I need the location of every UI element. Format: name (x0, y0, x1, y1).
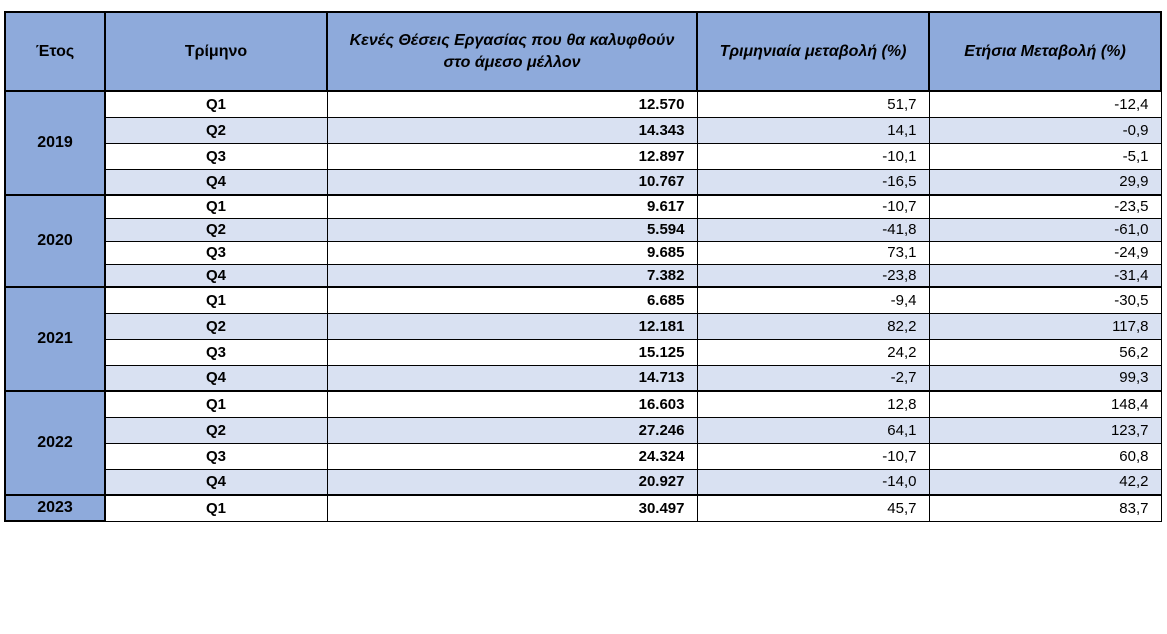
quarterly-change-cell: 51,7 (696, 90, 930, 118)
vacancies-cell: 9.617 (326, 194, 698, 219)
vacancies-cell: 12.570 (326, 90, 698, 118)
table-row: Q2 14.343 14,1 -0,9 (5, 116, 1162, 144)
year-cell: 2023 (4, 494, 106, 522)
table-row: Q4 20.927 -14,0 42,2 (5, 468, 1162, 496)
vacancies-cell: 16.603 (326, 390, 698, 418)
vacancies-cell: 14.343 (326, 116, 698, 144)
annual-change-cell: 99,3 (928, 364, 1162, 392)
table-row: 2022 Q1 16.603 12,8 148,4 (4, 390, 1162, 496)
job-vacancies-table: Έτος Τρίμηνο Κενές Θέσεις Εργασίας που θ… (4, 11, 1162, 522)
table-row: 2021 Q1 6.685 -9,4 -30,5 (4, 286, 1162, 392)
annual-change-cell: -0,9 (928, 116, 1162, 144)
table-row: 2020 Q1 9.617 -10,7 -23,5 (4, 194, 1162, 288)
annual-change-cell: 42,2 (928, 468, 1162, 496)
quarterly-change-cell: -2,7 (696, 364, 930, 392)
year-cell: 2022 (4, 390, 106, 496)
annual-change-cell: -12,4 (928, 90, 1162, 118)
annual-change-cell: 60,8 (928, 442, 1162, 470)
table-row: Q2 5.594 -41,8 -61,0 (5, 217, 1162, 242)
vacancies-cell: 24.324 (326, 442, 698, 470)
annual-change-cell: -31,4 (928, 263, 1162, 288)
vacancies-cell: 14.713 (326, 364, 698, 392)
header-annual-change: Ετήσια Μεταβολή (%) (928, 11, 1162, 92)
year-cell: 2019 (4, 90, 106, 196)
quarter-cell: Q1 (104, 390, 328, 418)
quarter-cell: Q1 (104, 494, 328, 522)
quarter-cell: Q3 (104, 442, 328, 470)
vacancies-cell: 15.125 (326, 338, 698, 366)
quarter-cell: Q3 (104, 338, 328, 366)
annual-change-cell: 56,2 (928, 338, 1162, 366)
table-row: Q3 24.324 -10,7 60,8 (5, 442, 1162, 470)
header-quarter: Τρίμηνο (104, 11, 328, 92)
annual-change-cell: 29,9 (928, 168, 1162, 196)
vacancies-cell: 9.685 (326, 240, 698, 265)
table-row: 2019 Q1 12.570 51,7 -12,4 (4, 90, 1162, 196)
quarter-cell: Q1 (104, 286, 328, 314)
annual-change-cell: -23,5 (928, 194, 1162, 219)
annual-change-cell: -30,5 (928, 286, 1162, 314)
quarterly-change-cell: -10,7 (696, 442, 930, 470)
table-row: Q4 7.382 -23,8 -31,4 (5, 263, 1162, 288)
table-row: 2023 Q1 30.497 45,7 83,7 (4, 494, 1162, 522)
table-row: Q4 10.767 -16,5 29,9 (5, 168, 1162, 196)
quarter-cell: Q3 (104, 142, 328, 170)
header-year: Έτος (4, 11, 106, 92)
vacancies-cell: 12.181 (326, 312, 698, 340)
annual-change-cell: -5,1 (928, 142, 1162, 170)
quarterly-change-cell: 64,1 (696, 416, 930, 444)
vacancies-cell: 7.382 (326, 263, 698, 288)
annual-change-cell: 117,8 (928, 312, 1162, 340)
quarterly-change-cell: -41,8 (696, 217, 930, 242)
annual-change-cell: 148,4 (928, 390, 1162, 418)
table-row: Q3 12.897 -10,1 -5,1 (5, 142, 1162, 170)
vacancies-cell: 27.246 (326, 416, 698, 444)
vacancies-cell: 12.897 (326, 142, 698, 170)
annual-change-cell: -61,0 (928, 217, 1162, 242)
quarterly-change-cell: 45,7 (696, 494, 930, 522)
quarter-cell: Q4 (104, 168, 328, 196)
table-row: Q3 15.125 24,2 56,2 (5, 338, 1162, 366)
header-quarterly-change: Τριμηνιαία μεταβολή (%) (696, 11, 930, 92)
table-row: Q2 27.246 64,1 123,7 (5, 416, 1162, 444)
quarter-cell: Q1 (104, 194, 328, 219)
table-row: Q2 12.181 82,2 117,8 (5, 312, 1162, 340)
table-row: Q4 14.713 -2,7 99,3 (5, 364, 1162, 392)
annual-change-cell: -24,9 (928, 240, 1162, 265)
quarterly-change-cell: -9,4 (696, 286, 930, 314)
quarter-cell: Q4 (104, 263, 328, 288)
vacancies-cell: 30.497 (326, 494, 698, 522)
quarterly-change-cell: -10,1 (696, 142, 930, 170)
quarter-cell: Q2 (104, 217, 328, 242)
quarterly-change-cell: 24,2 (696, 338, 930, 366)
vacancies-cell: 5.594 (326, 217, 698, 242)
quarterly-change-cell: -16,5 (696, 168, 930, 196)
quarter-cell: Q2 (104, 416, 328, 444)
quarterly-change-cell: -10,7 (696, 194, 930, 219)
quarterly-change-cell: 14,1 (696, 116, 930, 144)
quarterly-change-cell: 82,2 (696, 312, 930, 340)
vacancies-cell: 6.685 (326, 286, 698, 314)
quarter-cell: Q2 (104, 312, 328, 340)
header-vacancies: Κενές Θέσεις Εργασίας που θα καλυφθούν σ… (326, 11, 698, 92)
quarter-cell: Q4 (104, 364, 328, 392)
vacancies-cell: 10.767 (326, 168, 698, 196)
quarter-cell: Q1 (104, 90, 328, 118)
annual-change-cell: 83,7 (928, 494, 1162, 522)
quarter-cell: Q3 (104, 240, 328, 265)
vacancies-cell: 20.927 (326, 468, 698, 496)
annual-change-cell: 123,7 (928, 416, 1162, 444)
year-cell: 2020 (4, 194, 106, 288)
quarterly-change-cell: 12,8 (696, 390, 930, 418)
year-cell: 2021 (4, 286, 106, 392)
quarter-cell: Q2 (104, 116, 328, 144)
header-row: Έτος Τρίμηνο Κενές Θέσεις Εργασίας που θ… (4, 11, 1162, 92)
quarterly-change-cell: 73,1 (696, 240, 930, 265)
table-row: Q3 9.685 73,1 -24,9 (5, 240, 1162, 265)
table-body: 2019 Q1 12.570 51,7 -12,4 Q2 14.343 14,1 -0,9 Q3 1… (4, 90, 1162, 522)
quarter-cell: Q4 (104, 468, 328, 496)
quarterly-change-cell: -23,8 (696, 263, 930, 288)
quarterly-change-cell: -14,0 (696, 468, 930, 496)
